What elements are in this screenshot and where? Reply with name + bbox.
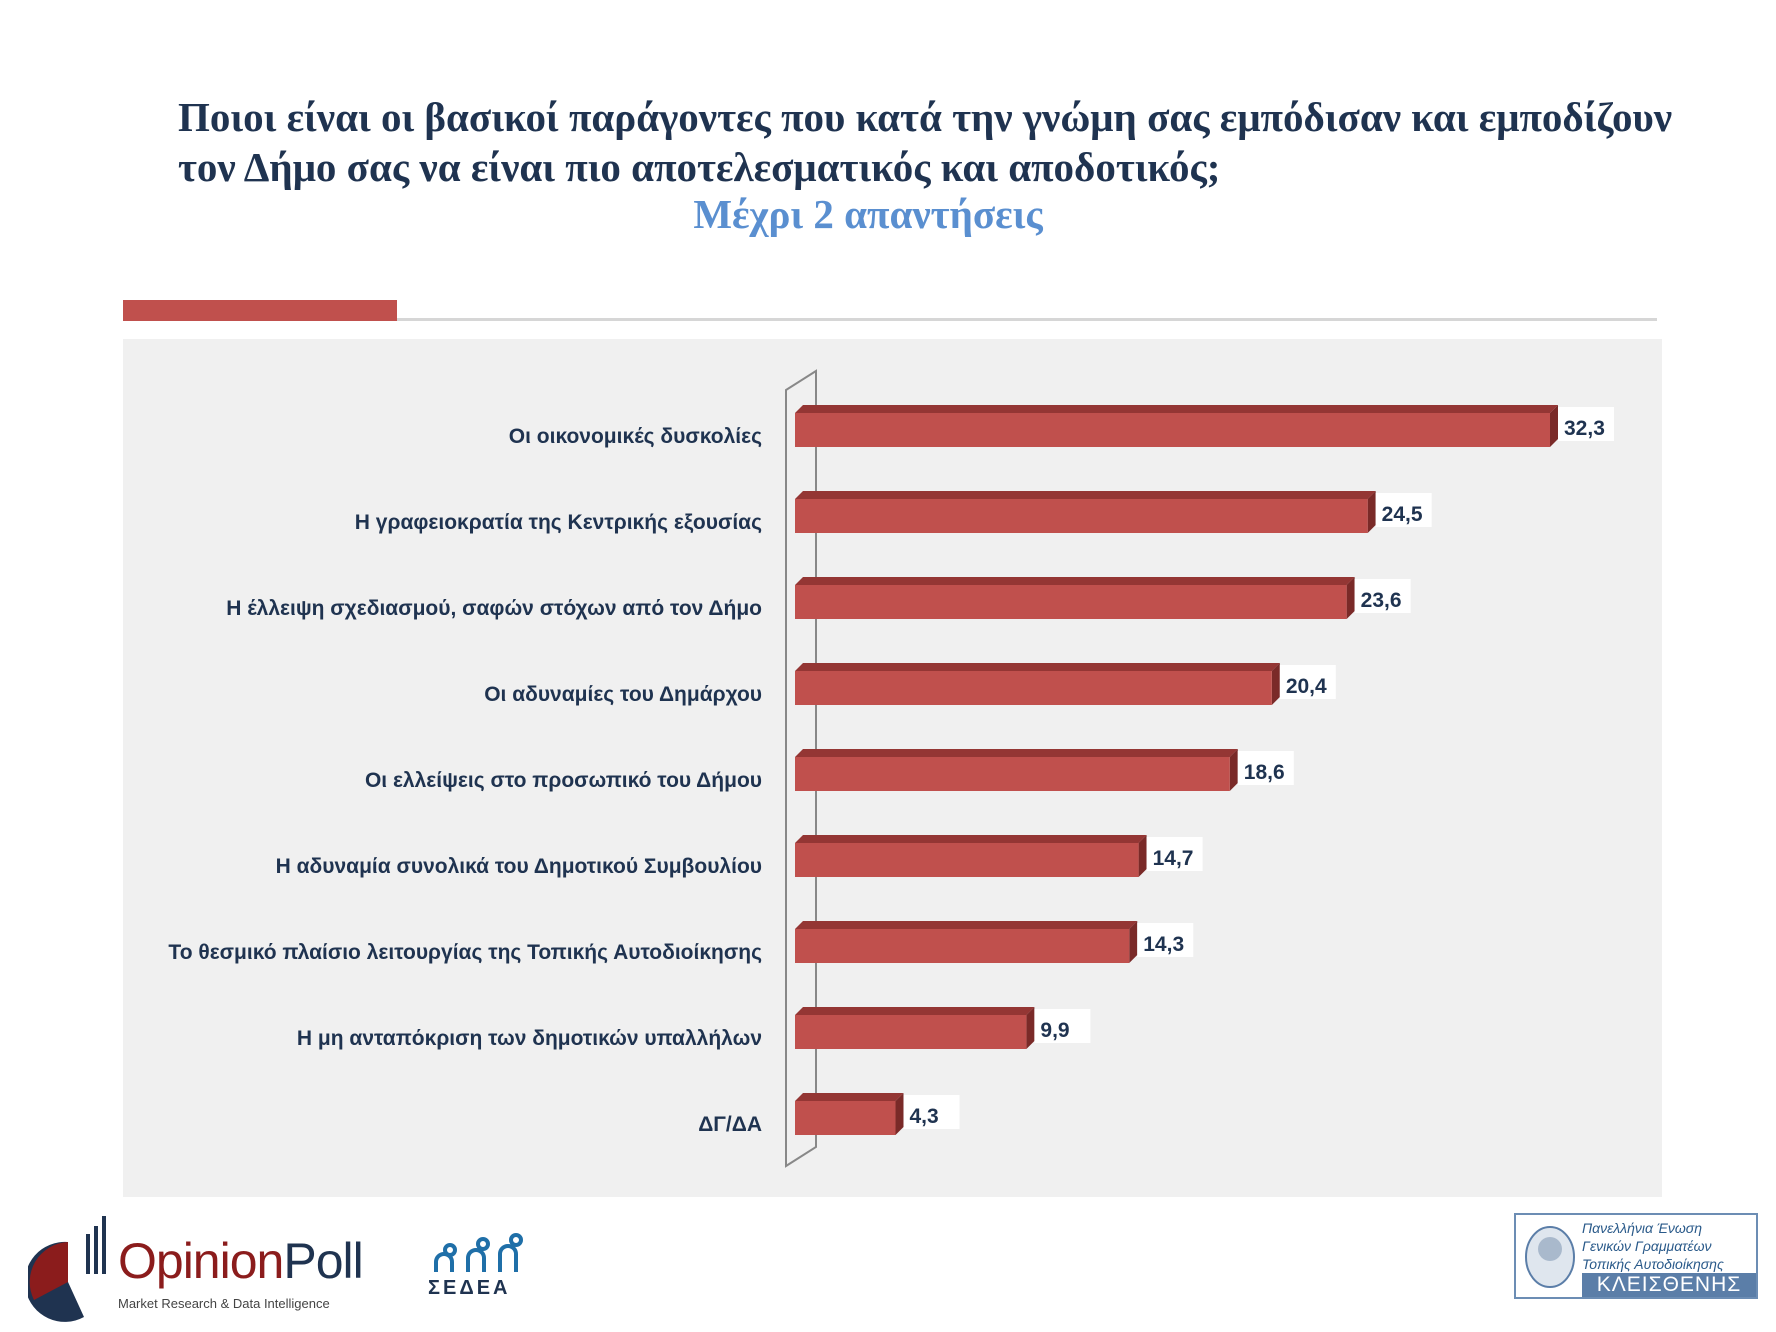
data-label: 18,6 xyxy=(1244,761,1285,784)
bar-side xyxy=(1138,835,1147,877)
logo-text-poll: Poll xyxy=(283,1233,363,1289)
bar-top xyxy=(795,1093,904,1101)
data-label: 24,5 xyxy=(1382,503,1423,526)
data-label: 20,4 xyxy=(1286,675,1327,698)
axis-wall xyxy=(785,369,817,1168)
bar-side xyxy=(1367,491,1376,533)
logo-text-opinion: Opinion xyxy=(118,1233,284,1289)
chart-subtitle: Μέχρι 2 απαντήσεις xyxy=(693,191,1043,237)
kleisthenis-line3: Τοπικής Αυτοδιοίκησης xyxy=(1582,1256,1724,1272)
data-label-bg xyxy=(1354,579,1411,613)
kleisthenis-line2: Γενικών Γραμματέων xyxy=(1582,1238,1712,1254)
accent-bar xyxy=(123,300,397,321)
data-label: 9,9 xyxy=(1040,1019,1069,1042)
kleisthenis-bust-icon xyxy=(1525,1226,1575,1288)
sedea-text: ΣΕΔΕΑ xyxy=(428,1277,511,1299)
bar-side xyxy=(1550,405,1558,447)
data-label: 14,7 xyxy=(1153,847,1194,870)
divider-line xyxy=(397,318,1657,321)
data-label: 14,3 xyxy=(1143,933,1184,956)
bar xyxy=(795,671,1272,705)
bar xyxy=(795,929,1130,963)
bar-top xyxy=(795,663,1280,671)
axis-line xyxy=(785,369,817,1168)
data-label-bg xyxy=(1137,923,1194,957)
kleisthenis-name: ΚΛΕΙΣΘΕΝΗΣ xyxy=(1582,1273,1756,1297)
opinionpoll-logo: OpinionPoll Market Research & Data Intel… xyxy=(28,1212,364,1322)
bar xyxy=(795,585,1347,619)
bar xyxy=(795,757,1230,791)
data-label-bg xyxy=(1146,837,1203,871)
data-label-bg xyxy=(1558,407,1614,441)
logo-tagline: Market Research & Data Intelligence xyxy=(118,1296,330,1311)
category-label: Οι αδυναμίες του Δημάρχου xyxy=(484,683,762,706)
bar-side xyxy=(1129,921,1138,963)
data-label-bg xyxy=(1279,665,1336,699)
category-label: Η αδυναμία συνολικά του Δημοτικού Συμβου… xyxy=(276,855,762,878)
data-label-bg xyxy=(903,1095,960,1129)
chart-title: Ποιοι είναι οι βασικοί παράγοντες που κα… xyxy=(178,94,1673,190)
category-label: Οι οικονομικές δυσκολίες xyxy=(509,425,762,448)
category-label: Η μη ανταπόκριση των δημοτικών υπαλλήλων xyxy=(297,1027,762,1050)
bar-top xyxy=(795,577,1355,585)
bar xyxy=(795,499,1368,533)
category-label: Η έλλειψη σχεδιασμού, σαφών στόχων από τ… xyxy=(226,597,762,620)
bar-top xyxy=(795,491,1376,499)
data-label-bg xyxy=(1237,751,1294,785)
data-label: 23,6 xyxy=(1361,589,1402,612)
bar-side xyxy=(1346,577,1355,619)
category-label: Το θεσμικό πλαίσιο λειτουργίας της Τοπικ… xyxy=(168,941,762,964)
data-label: 32,3 xyxy=(1564,417,1605,440)
bar-top xyxy=(795,1007,1035,1015)
category-label: Η γραφειοκρατία της Κεντρικής εξουσίας xyxy=(355,511,762,534)
opinionpoll-pie-icon xyxy=(28,1216,106,1322)
data-label-bg xyxy=(1034,1009,1091,1043)
category-label: Οι ελλείψεις στο προσωπικό του Δήμου xyxy=(365,769,762,792)
kleisthenis-logo: Πανελλήνια Ένωση Γενικών Γραμματέων Τοπι… xyxy=(1514,1213,1758,1299)
bar xyxy=(795,1101,896,1135)
data-label: 4,3 xyxy=(910,1105,939,1128)
bar-side xyxy=(895,1093,904,1135)
sedea-people-icon xyxy=(434,1233,523,1272)
sedea-logo: ΣΕΔΕΑ xyxy=(428,1232,568,1299)
bar-side xyxy=(1026,1007,1035,1049)
kleisthenis-line1: Πανελλήνια Ένωση xyxy=(1582,1220,1702,1236)
bar xyxy=(795,1015,1027,1049)
bar-top xyxy=(795,835,1147,843)
bar xyxy=(795,843,1139,877)
data-label-bg xyxy=(1375,493,1432,527)
category-label: ΔΓ/ΔΑ xyxy=(698,1113,762,1136)
bar xyxy=(795,413,1550,447)
bar-top xyxy=(795,405,1558,413)
bar-side xyxy=(1271,663,1280,705)
bar-top xyxy=(795,921,1138,929)
bar-top xyxy=(795,749,1238,757)
bar-side xyxy=(1229,749,1238,791)
